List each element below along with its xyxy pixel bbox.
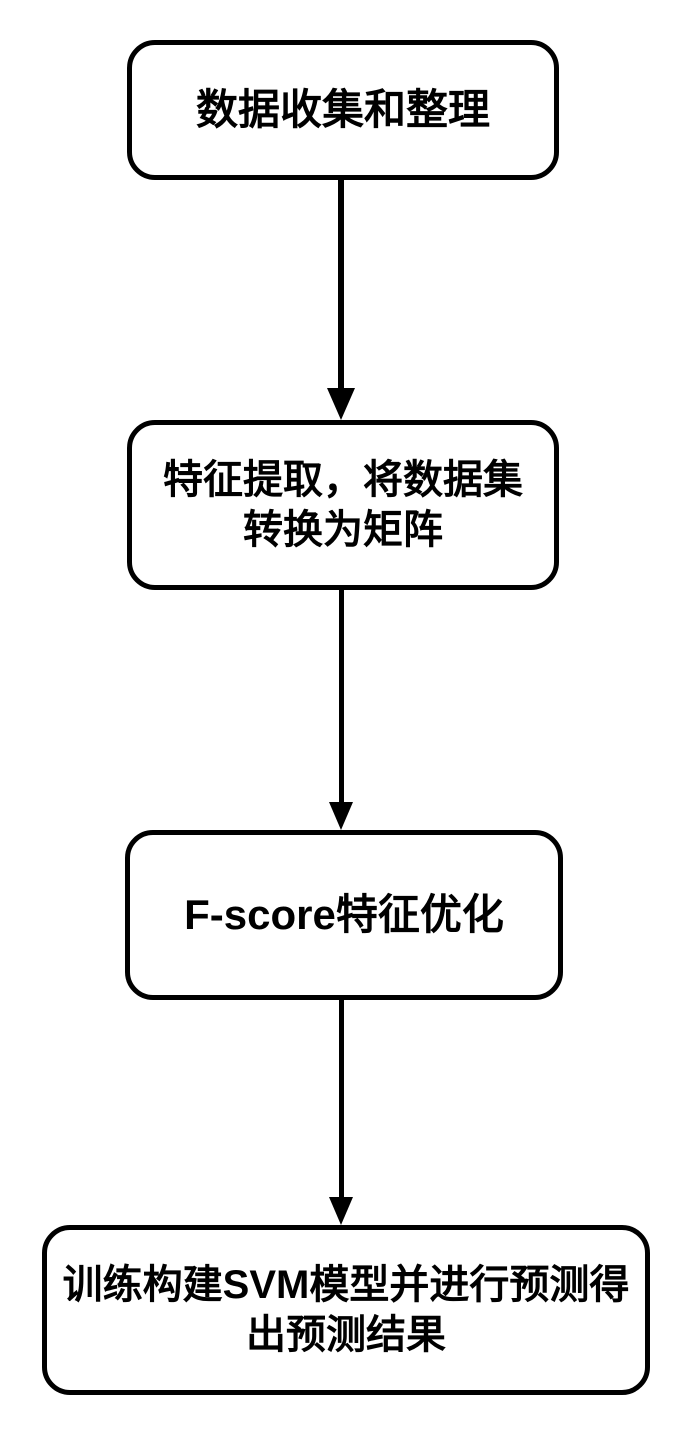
flow-edge-head-1 [329,802,353,830]
flow-node-n1: 数据收集和整理 [127,40,559,180]
flow-node-n4: 训练构建SVM模型并进行预测得出预测结果 [42,1225,650,1395]
flow-edge-line-1 [339,590,344,802]
flow-node-label: 特征提取，将数据集转换为矩阵 [146,455,540,555]
flow-edge-line-0 [338,180,344,388]
flow-edge-head-2 [329,1197,353,1225]
flow-edge-line-2 [339,1000,344,1197]
flow-node-n3: F-score特征优化 [125,830,563,1000]
flow-node-n2: 特征提取，将数据集转换为矩阵 [127,420,559,590]
flow-node-label: 训练构建SVM模型并进行预测得出预测结果 [61,1260,631,1360]
flow-edge-head-0 [327,388,355,420]
flow-node-label: F-score特征优化 [184,889,504,942]
flow-node-label: 数据收集和整理 [196,84,490,137]
flowchart-canvas: 数据收集和整理特征提取，将数据集转换为矩阵 F-score特征优化训练构建SVM模… [0,0,700,1435]
